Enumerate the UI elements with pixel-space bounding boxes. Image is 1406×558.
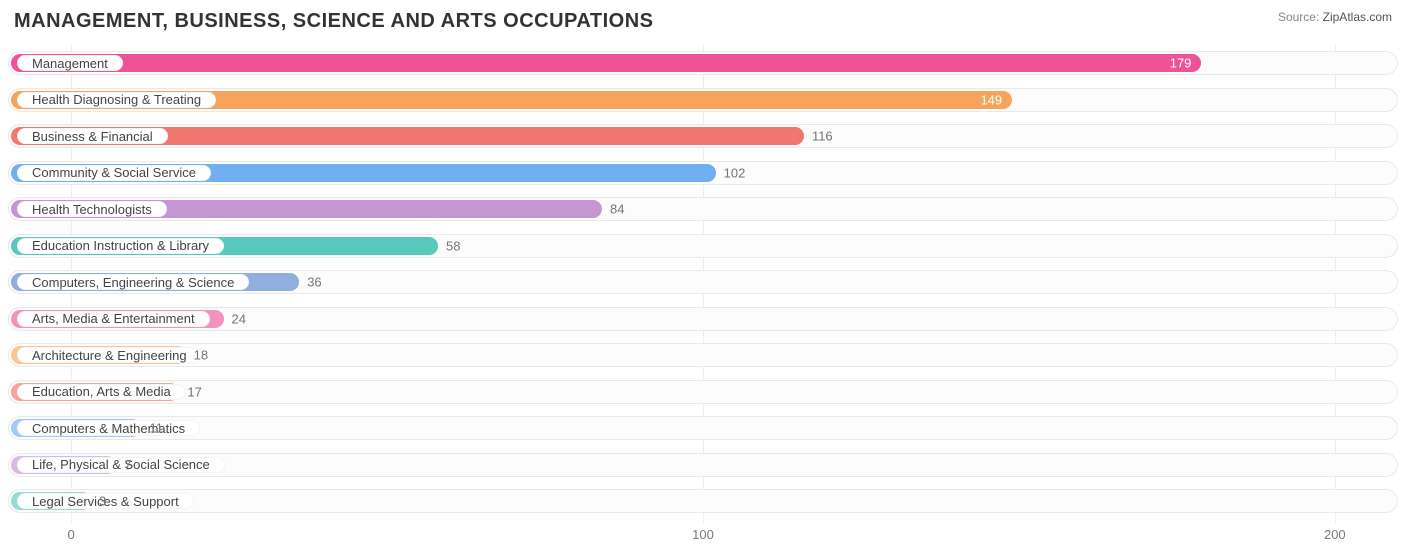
bar-row: Education, Arts & Media17 (8, 374, 1398, 411)
category-pill: Business & Financial (17, 128, 168, 144)
category-pill: Education, Arts & Media (17, 384, 186, 400)
bar-track: Health Technologists 84 (8, 197, 1398, 221)
bar (11, 54, 1201, 72)
source-label: Source: (1278, 10, 1319, 24)
value-label: 24 (232, 311, 246, 326)
source-attribution: Source: ZipAtlas.com (1278, 10, 1392, 24)
x-tick: 0 (68, 527, 75, 542)
bar-track: Computers, Engineering & Science 36 (8, 270, 1398, 294)
bar-row: Health Diagnosing & Treating 149 (8, 82, 1398, 119)
category-pill: Community & Social Service (17, 165, 211, 181)
bar-track: Legal Services & Support3 (8, 489, 1398, 513)
category-pill: Architecture & Engineering (17, 347, 202, 363)
value-label: 116 (812, 129, 833, 144)
bar-row: Arts, Media & Entertainment 24 (8, 301, 1398, 338)
value-label: 11 (149, 421, 163, 436)
bar-track: Business & Financial 116 (8, 124, 1398, 148)
bar-row: Legal Services & Support3 (8, 483, 1398, 520)
category-pill: Health Technologists (17, 201, 167, 217)
bar-track: Education, Arts & Media17 (8, 380, 1398, 404)
category-pill: Computers, Engineering & Science (17, 274, 249, 290)
value-label: 58 (446, 238, 460, 253)
x-axis: 0 100 200 (8, 525, 1398, 549)
value-label: 18 (194, 348, 208, 363)
bar-row: Computers & Mathematics11 (8, 410, 1398, 447)
plot-area: Management 179 Health Diagnosing & Treatin… (8, 45, 1398, 523)
bar-row: Education Instruction & Library 58 (8, 228, 1398, 265)
x-tick: 100 (692, 527, 714, 542)
bar-row: Management 179 (8, 45, 1398, 82)
value-label: 36 (307, 275, 321, 290)
bar-track: Computers & Mathematics11 (8, 416, 1398, 440)
value-label: 3 (99, 494, 106, 509)
chart-container: Management 179 Health Diagnosing & Treatin… (8, 45, 1398, 549)
chart-title: MANAGEMENT, BUSINESS, SCIENCE AND ARTS O… (0, 0, 1406, 39)
bar-row: Business & Financial 116 (8, 118, 1398, 155)
x-tick: 200 (1324, 527, 1346, 542)
value-label: 179 (1170, 56, 1192, 71)
bar-row: Life, Physical & Social Science7 (8, 447, 1398, 484)
source-value: ZipAtlas.com (1323, 10, 1392, 24)
bar-track: Life, Physical & Social Science7 (8, 453, 1398, 477)
category-pill: Life, Physical & Social Science (17, 457, 225, 473)
bar-track: Health Diagnosing & Treating 149 (8, 88, 1398, 112)
bar-track: Education Instruction & Library 58 (8, 234, 1398, 258)
category-pill: Education Instruction & Library (17, 238, 224, 254)
bar-track: Arts, Media & Entertainment 24 (8, 307, 1398, 331)
category-pill: Arts, Media & Entertainment (17, 311, 210, 327)
value-label: 102 (724, 165, 746, 180)
bar-row: Community & Social Service 102 (8, 155, 1398, 192)
bar-track: Community & Social Service 102 (8, 161, 1398, 185)
value-label: 17 (187, 384, 201, 399)
category-pill: Health Diagnosing & Treating (17, 92, 216, 108)
category-pill: Management (17, 55, 123, 71)
bar-track: Management 179 (8, 51, 1398, 75)
value-label: 149 (980, 92, 1002, 107)
bar-row: Computers, Engineering & Science 36 (8, 264, 1398, 301)
bar-track: Architecture & Engineering18 (8, 343, 1398, 367)
bar-row: Health Technologists 84 (8, 191, 1398, 228)
bar-row: Architecture & Engineering18 (8, 337, 1398, 374)
value-label: 7 (124, 457, 131, 472)
category-pill: Computers & Mathematics (17, 420, 200, 436)
value-label: 84 (610, 202, 624, 217)
